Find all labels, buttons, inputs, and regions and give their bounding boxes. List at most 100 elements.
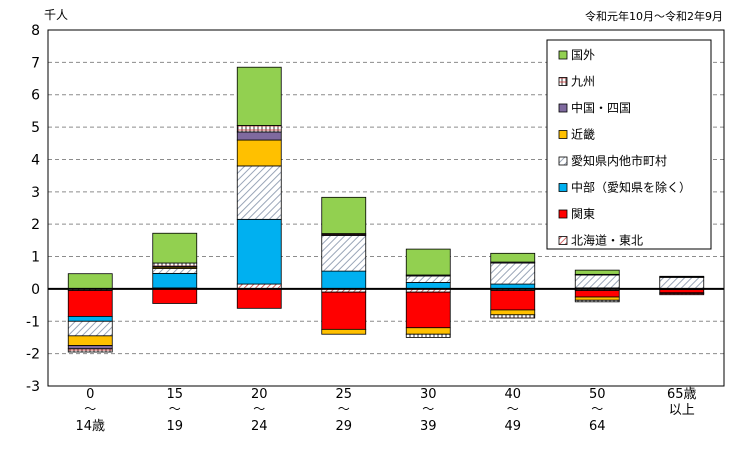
- y-tick-label: -3: [26, 379, 40, 395]
- bar-segment: [405, 275, 451, 283]
- legend-label: 愛知県内他市町村: [571, 153, 667, 168]
- x-tick-label: ～: [422, 402, 434, 416]
- legend-label: 国外: [571, 48, 595, 62]
- bar-segment: [236, 288, 282, 309]
- period-label: 令和元年10月～令和2年9月: [585, 10, 723, 23]
- bar-segment: [67, 345, 113, 350]
- bar-segment: [236, 139, 282, 167]
- bar-segment: [321, 291, 367, 330]
- bar-segment: [152, 288, 198, 304]
- x-tick-label: 19: [166, 419, 183, 434]
- bar-segment: [67, 316, 113, 322]
- legend-swatch: [558, 209, 568, 219]
- bar-segment: [67, 320, 113, 337]
- bar-segment: [574, 290, 620, 298]
- legend-swatch: [558, 50, 568, 60]
- y-tick-label: 6: [31, 88, 40, 104]
- x-tick-label: 39: [420, 419, 437, 434]
- y-unit-label: 千人: [44, 8, 69, 22]
- bar-segment: [152, 268, 198, 274]
- bar-segment: [236, 218, 282, 285]
- legend-box: [546, 39, 712, 250]
- x-tick-label: 15: [166, 387, 183, 402]
- bar-segment: [152, 262, 198, 267]
- x-tick-label: 0: [86, 387, 94, 402]
- y-tick-label: 2: [31, 217, 40, 233]
- y-tick-label: 3: [31, 185, 40, 201]
- bar-segment: [574, 269, 620, 275]
- bar-segment: [321, 196, 367, 234]
- bar-segment: [236, 165, 282, 220]
- bar-segment: [67, 273, 113, 290]
- legend-swatch: [558, 183, 568, 192]
- bar-segment: [236, 131, 282, 141]
- bar-segment: [490, 252, 536, 263]
- legend-swatch: [558, 77, 568, 86]
- legend-swatch: [558, 236, 568, 245]
- x-tick-label: 50: [589, 387, 606, 402]
- bars: [67, 66, 705, 353]
- bar-segment: [574, 299, 620, 303]
- x-tick-label: ～: [169, 402, 181, 416]
- bar-segment: [405, 327, 451, 335]
- legend-swatch: [558, 156, 568, 166]
- bar-segment: [490, 290, 536, 311]
- y-tick-label: 8: [31, 23, 40, 39]
- bar-segment: [152, 232, 198, 264]
- x-tick-label: ～: [591, 402, 603, 416]
- bar-segment: [236, 66, 282, 126]
- plot-frame: [47, 29, 725, 387]
- x-tick-label: 49: [504, 419, 521, 434]
- x-tick-label: ～: [84, 402, 96, 416]
- x-tick-label: ～: [338, 402, 350, 416]
- legend-label: 中国・四国: [571, 100, 631, 115]
- bar-segment: [321, 235, 367, 272]
- bar-segment: [659, 276, 705, 289]
- bar-segment: [321, 270, 367, 290]
- x-tick-label: 65歳: [667, 387, 697, 402]
- x-tick-label: 25: [335, 387, 352, 402]
- legend-label: 近畿: [571, 128, 595, 142]
- x-tick-label: 24: [251, 419, 268, 434]
- x-tick-label: 64: [589, 419, 606, 434]
- bar-segment: [405, 291, 451, 329]
- y-tick-label: 0: [31, 282, 40, 298]
- y-tick-label: 5: [31, 120, 40, 136]
- bar-segment: [659, 289, 705, 294]
- axes: -3-2-10123456780～14歳15～1920～2425～2930～39…: [26, 23, 725, 434]
- legend-label: 九州: [571, 75, 595, 89]
- bar-segment: [490, 314, 536, 319]
- bar-segment: [67, 348, 113, 353]
- bar-segment: [405, 333, 451, 338]
- legend-swatch: [558, 130, 568, 139]
- bar-segment: [490, 262, 536, 285]
- x-tick-label: 以上: [669, 403, 695, 418]
- legend-label: 中部（愛知県を除く）: [571, 180, 691, 195]
- legend-label: 関東: [571, 207, 595, 221]
- bar-segment: [152, 272, 198, 289]
- legend-swatch: [558, 103, 568, 113]
- bar-segment: [659, 293, 705, 296]
- x-tick-label: 20: [251, 387, 268, 402]
- x-tick-label: 29: [335, 419, 352, 434]
- x-tick-label: 30: [420, 387, 437, 402]
- y-tick-label: 4: [31, 152, 40, 168]
- y-tick-label: -2: [26, 347, 40, 363]
- bar-segment: [574, 274, 620, 289]
- bar-segment: [321, 328, 367, 335]
- y-tick-label: 7: [31, 55, 40, 71]
- legend-label: 北海道・東北: [571, 233, 643, 248]
- bar-segment: [405, 248, 451, 276]
- x-tick-label: ～: [507, 402, 519, 416]
- y-tick-label: 1: [31, 250, 40, 266]
- y-tick-label: -1: [26, 314, 40, 330]
- x-tick-label: ～: [253, 402, 265, 416]
- bar-segment: [236, 125, 282, 133]
- bar-segment: [574, 296, 620, 301]
- bar-segment: [67, 290, 113, 317]
- bar-segment: [490, 309, 536, 316]
- x-tick-label: 40: [504, 387, 521, 402]
- bar-segment: [67, 335, 113, 346]
